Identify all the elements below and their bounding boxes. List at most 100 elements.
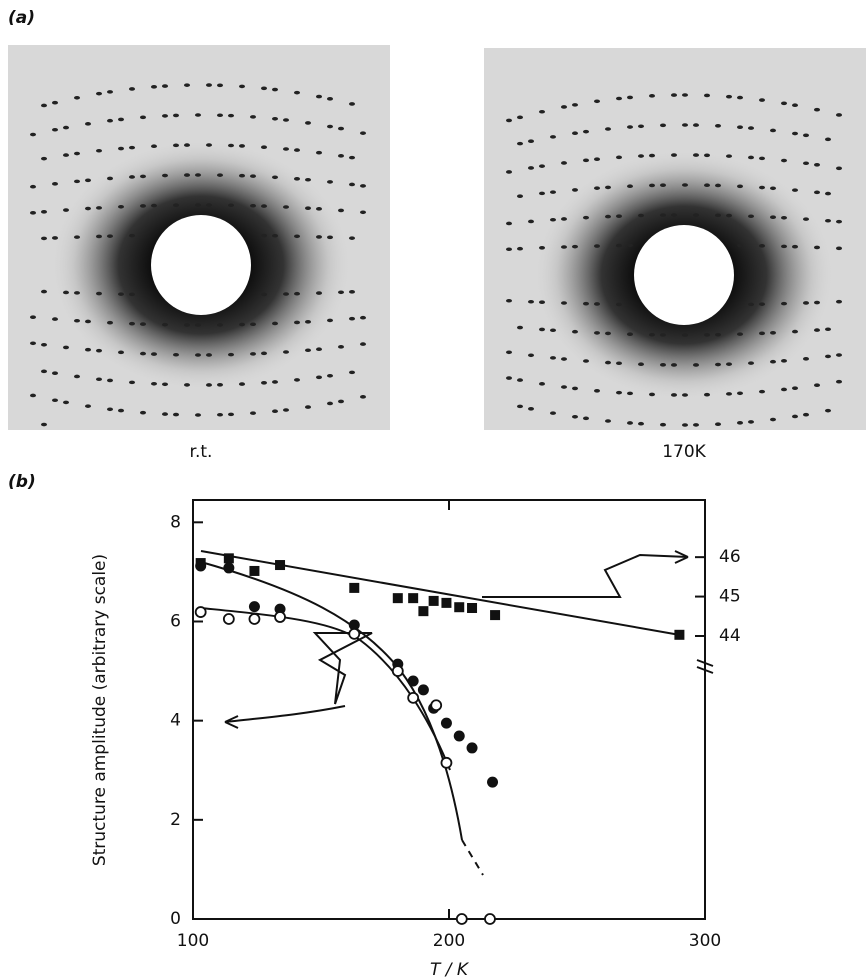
spot [561,301,567,305]
spot [327,318,333,323]
spot [349,182,355,187]
spot [118,292,124,296]
spot [239,144,245,148]
spot [605,127,611,131]
spot [792,188,798,192]
annotation-arrow [482,553,689,598]
spot [825,408,831,413]
spot [360,184,366,188]
open-point [274,611,286,623]
spot [616,390,622,395]
spot [85,206,91,211]
spot [726,362,732,366]
spot [338,154,344,158]
spot [217,412,223,417]
spot [338,208,344,213]
spot [660,183,666,187]
spot [162,322,168,327]
filled-point [407,675,419,687]
spot [682,123,688,127]
spot [682,393,688,397]
spot [671,363,677,367]
spot [118,146,124,151]
spot [217,113,223,118]
spot [572,131,578,136]
spot [151,144,157,149]
spot [63,290,69,295]
spot [217,83,223,88]
spot [250,174,256,178]
spot [836,219,842,224]
spot [217,383,223,387]
spot [129,380,135,385]
spot [74,235,80,239]
spot [294,148,300,152]
y-tick-label: 0 [170,909,181,929]
spot [41,210,47,214]
fit-curves [200,550,714,876]
spot [30,132,36,137]
spot [660,363,666,367]
square-point [674,629,685,640]
annotation-arrow [224,705,346,723]
spot [184,323,190,327]
spot [107,407,113,412]
square-point [418,606,429,617]
spot [30,341,36,346]
panel-label: (b) [8,472,36,492]
spot [748,214,754,219]
x-axis-label: T / K [430,960,470,980]
spot [605,419,611,423]
filled-point [248,601,260,613]
spot [594,186,600,190]
square-point [249,565,260,576]
spot [283,205,289,209]
spot [682,423,688,427]
spot [561,385,567,389]
spot [660,123,666,128]
spot [30,393,36,398]
spot [360,395,366,399]
spot [616,302,622,307]
spot [74,179,80,184]
spot [539,164,545,168]
y-tick-label: 2 [170,810,181,830]
spot [583,158,589,163]
spot [206,383,212,387]
spot [151,85,157,89]
spot [715,362,721,367]
spot [173,203,179,207]
y2-tick-label: 44 [719,626,741,646]
spot [63,345,69,350]
spot [583,301,589,306]
spot [528,407,534,411]
spot [228,412,234,417]
spot [781,101,787,106]
spot [759,302,765,306]
spot [118,408,124,413]
spot [759,331,765,336]
open-point [455,913,468,925]
spot [561,357,567,361]
spot [638,124,644,129]
spot [30,184,36,189]
spot [283,147,289,151]
spot [63,208,69,212]
filled-point [487,776,499,788]
spot [360,315,366,320]
spot [206,203,212,207]
spot [682,333,688,337]
spot [660,213,666,217]
spot [550,135,556,139]
spot [107,176,113,181]
spot [74,95,80,100]
y-tick-label: 8 [170,512,181,532]
spot [616,155,622,160]
filled-point [195,560,207,572]
spot [803,133,809,138]
spot [338,290,344,295]
spot [616,96,622,101]
spot [792,131,798,136]
spot [63,400,69,405]
spot [140,322,146,326]
